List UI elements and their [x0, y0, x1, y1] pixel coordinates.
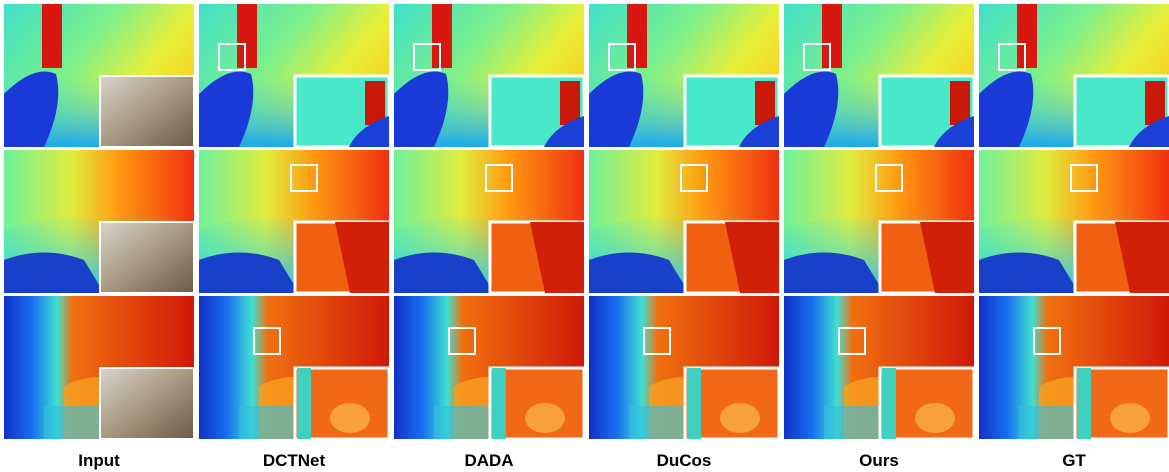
figure: Input DCTNet DADA DuCos Ours GT — [0, 0, 1169, 472]
zoom-detail — [1077, 368, 1091, 439]
depth-floor — [824, 406, 884, 439]
image — [979, 296, 1169, 439]
depth-door — [237, 4, 257, 68]
depth-floor — [44, 406, 104, 439]
depth-door — [822, 4, 842, 68]
depth-floor — [629, 406, 689, 439]
image — [394, 4, 584, 147]
zoom-detail — [560, 81, 580, 125]
zoom-detail — [687, 368, 701, 439]
image-cell — [979, 150, 1169, 293]
column-label: DuCos — [657, 451, 712, 470]
depth-door — [1017, 4, 1037, 68]
image-cell — [394, 150, 584, 293]
image-cell — [199, 4, 389, 147]
image-cell — [4, 150, 194, 293]
depth-floor — [434, 406, 494, 439]
column-label: Ours — [859, 451, 899, 470]
image — [784, 150, 974, 293]
image-cell — [4, 4, 194, 147]
image — [199, 4, 389, 147]
image-cell — [589, 296, 779, 439]
rgb-inset — [100, 76, 194, 147]
image — [589, 4, 779, 147]
image-cell — [784, 296, 974, 439]
image-cell — [589, 4, 779, 147]
zoom-detail — [755, 81, 775, 125]
zoom-detail — [1110, 403, 1150, 433]
image-cell — [4, 296, 194, 439]
depth-floor — [239, 406, 299, 439]
depth-door — [432, 4, 452, 68]
zoom-detail — [720, 403, 760, 433]
zoom-detail — [297, 368, 311, 439]
zoom-detail — [330, 403, 370, 433]
rgb-inset — [100, 222, 194, 293]
image-cell — [784, 4, 974, 147]
column-label: GT — [1062, 451, 1086, 470]
zoom-detail — [1145, 81, 1165, 125]
column-label: Input — [78, 451, 120, 470]
image-cell — [199, 296, 389, 439]
image — [979, 150, 1169, 293]
image-cell — [589, 150, 779, 293]
depth-door — [627, 4, 647, 68]
depth-floor — [1019, 406, 1079, 439]
image — [979, 4, 1169, 147]
column-label: DCTNet — [263, 451, 326, 470]
zoom-detail — [882, 368, 896, 439]
image-grid — [4, 4, 1169, 439]
image-cell — [979, 4, 1169, 147]
image — [784, 296, 974, 439]
rgb-inset — [100, 368, 194, 439]
image — [394, 296, 584, 439]
image — [199, 150, 389, 293]
image-cell — [199, 150, 389, 293]
image-cell — [979, 296, 1169, 439]
image — [4, 150, 194, 293]
image-cell — [394, 4, 584, 147]
image — [784, 4, 974, 147]
zoom-detail — [492, 368, 506, 439]
zoom-detail — [915, 403, 955, 433]
image — [589, 150, 779, 293]
column-label: DADA — [464, 451, 513, 470]
zoom-detail — [950, 81, 970, 125]
zoom-detail — [365, 81, 385, 125]
page: {"figure": {"columns": ["Input", "DCTNet… — [0, 0, 1169, 472]
image-cell — [394, 296, 584, 439]
image — [589, 296, 779, 439]
image — [4, 4, 194, 147]
image — [4, 296, 194, 439]
image — [199, 296, 389, 439]
depth-door — [42, 4, 62, 68]
zoom-detail — [525, 403, 565, 433]
image-cell — [784, 150, 974, 293]
image — [394, 150, 584, 293]
